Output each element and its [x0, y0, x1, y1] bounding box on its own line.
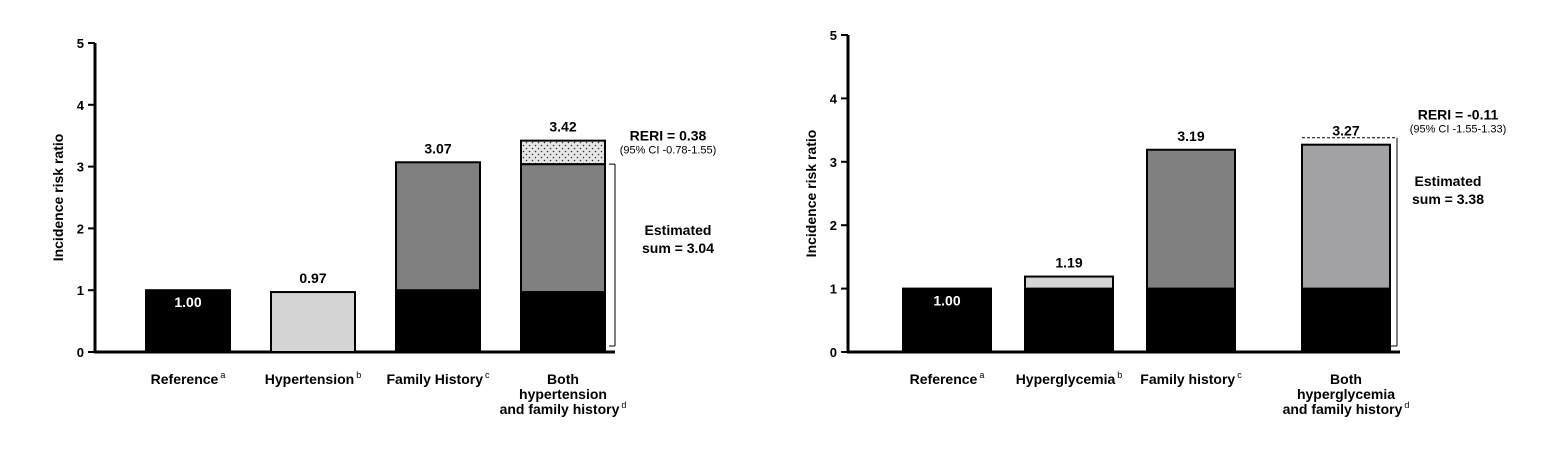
bar-segment — [520, 291, 606, 353]
bar-segment — [1146, 148, 1236, 290]
x-category-label: Both — [1330, 371, 1362, 387]
x-category-superscript: d — [621, 400, 626, 410]
y-tick-label: 2 — [77, 221, 84, 236]
bar-value-label: 3.27 — [1332, 123, 1359, 139]
y-tick-label: 1 — [830, 282, 837, 297]
y-tick-label: 3 — [77, 160, 84, 175]
reri-label: RERI = -0.11 — [1418, 107, 1499, 123]
x-category-label: Hyperglycemia b — [1016, 370, 1123, 387]
bar-value-label: 0.97 — [299, 270, 326, 286]
bar-value-label: 3.07 — [424, 140, 451, 156]
x-category-label: and family history d — [500, 400, 627, 417]
bar-segment — [1301, 143, 1391, 290]
y-axis-title: Incidence risk ratio — [803, 130, 819, 258]
bar-value-label: 1.19 — [1055, 255, 1082, 271]
x-category-superscript: a — [220, 370, 225, 380]
x-category-label: Both — [547, 371, 579, 387]
x-category-label: hypertension — [519, 386, 607, 402]
y-axis-title: Incidence risk ratio — [50, 134, 66, 262]
bar-segment — [902, 287, 992, 354]
x-category-label: Reference a — [151, 370, 226, 387]
y-tick-label: 4 — [830, 91, 838, 106]
y-tick-label: 2 — [830, 218, 837, 233]
x-category-label: Reference a — [910, 370, 985, 387]
reri-ci-label: (95% CI -0.78-1.55) — [620, 145, 717, 157]
bar-segment — [1301, 287, 1391, 354]
bar-segment — [1024, 275, 1114, 290]
bar-segment — [270, 291, 356, 353]
x-category-superscript: b — [1117, 370, 1122, 380]
y-tick-label: 1 — [77, 283, 84, 298]
x-category-superscript: c — [485, 370, 490, 380]
y-tick-label: 0 — [830, 345, 837, 360]
bar-segment — [395, 289, 481, 354]
bar-value-label: 3.42 — [549, 119, 576, 135]
x-category-label: Family History c — [387, 370, 490, 387]
bar-value-label: 3.19 — [1177, 128, 1204, 144]
x-category-label: hyperglycemia — [1297, 386, 1395, 402]
estimated-sum-label: sum = 3.04 — [642, 240, 714, 256]
reri-ci-label: (95% CI -1.55-1.33) — [1410, 124, 1507, 136]
x-category-label: Hypertension b — [265, 370, 361, 387]
bar-segment — [520, 163, 606, 294]
x-category-superscript: a — [979, 370, 984, 380]
x-category-label: Family history c — [1140, 370, 1242, 387]
estimated-sum-label: sum = 3.38 — [1412, 191, 1484, 207]
x-category-label: and family history d — [1283, 400, 1410, 417]
y-tick-label: 0 — [77, 345, 84, 360]
y-tick-label: 5 — [77, 36, 84, 51]
chart-panel-1: 0 1 2 3 4 5 Incidence risk ratio 1.00 0.97 3.07 3.… — [50, 36, 716, 417]
bar-value-label: 1.00 — [174, 294, 201, 310]
bar-segment — [145, 289, 231, 354]
x-category-superscript: b — [356, 370, 361, 380]
x-category-superscript: c — [1237, 370, 1242, 380]
bar-segment — [1024, 287, 1114, 354]
bar-value-label: 1.00 — [933, 293, 960, 309]
bar-segment — [1146, 287, 1236, 354]
y-tick-label: 4 — [77, 98, 85, 113]
y-tick-label: 5 — [830, 28, 837, 43]
bar-segment — [395, 161, 481, 292]
reri-label: RERI = 0.38 — [630, 128, 707, 144]
bar-segment — [520, 139, 606, 166]
estimated-sum-label: Estimated — [645, 222, 712, 238]
chart-panel-2: 0 1 2 3 4 5 Incidence risk ratio 1.00 1.19 3.19 3.… — [803, 28, 1506, 417]
estimated-sum-label: Estimated — [1415, 173, 1482, 189]
x-category-superscript: d — [1404, 400, 1409, 410]
y-tick-label: 3 — [830, 155, 837, 170]
